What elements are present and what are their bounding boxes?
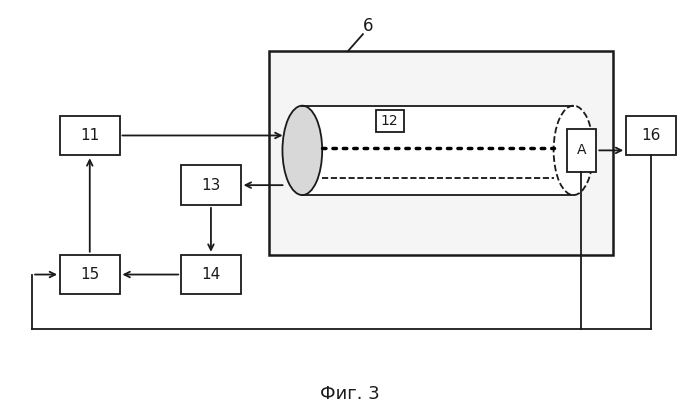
Bar: [60, 255, 120, 295]
Ellipse shape: [282, 106, 322, 195]
Bar: [268, 51, 613, 255]
Bar: [626, 116, 676, 155]
Text: 6: 6: [363, 17, 373, 35]
Bar: [566, 129, 596, 172]
Text: Фиг. 3: Фиг. 3: [320, 385, 380, 403]
Text: 15: 15: [80, 267, 99, 282]
Text: 11: 11: [80, 128, 99, 143]
Ellipse shape: [554, 106, 593, 195]
Bar: [181, 165, 240, 205]
Bar: [303, 106, 573, 195]
Text: 13: 13: [201, 178, 221, 193]
Text: A: A: [577, 143, 586, 157]
Bar: [181, 255, 240, 295]
Bar: [60, 116, 120, 155]
Text: 16: 16: [641, 128, 661, 143]
Text: 12: 12: [381, 114, 398, 128]
Text: 14: 14: [201, 267, 221, 282]
Bar: [376, 110, 403, 131]
